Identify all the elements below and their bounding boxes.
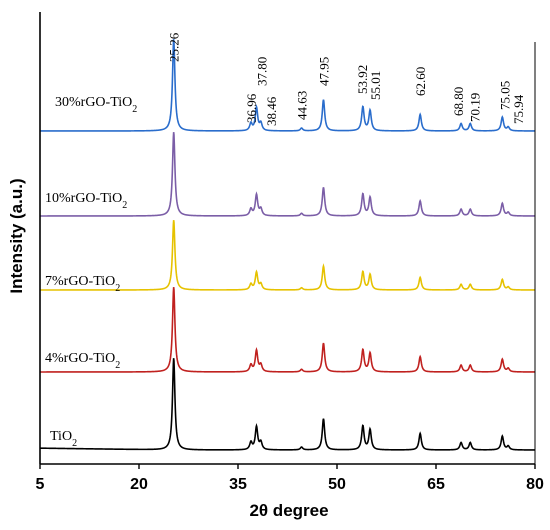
trace-1: [40, 287, 535, 373]
x-tick-label-1: 20: [130, 476, 148, 493]
x-tick-label-5: 80: [526, 476, 544, 493]
series-labels: TiO2 4%rGO-TiO2 7%rGO-TiO2 10%rGO-TiO2 30%rG…: [45, 95, 137, 449]
peak-label-2: 37.80: [255, 57, 270, 86]
trace-4: [40, 39, 536, 132]
peak-label-1: 36.96: [244, 93, 259, 123]
x-tick-label-2: 35: [229, 476, 247, 493]
peak-label-5: 47.95: [317, 57, 332, 86]
trace-3: [40, 132, 535, 217]
series-traces: [40, 39, 536, 451]
series-label-0: TiO2: [50, 429, 77, 449]
peak-label-6: 53.92: [355, 65, 370, 94]
peak-label-4: 44.63: [295, 91, 310, 120]
x-tick-label-3: 50: [328, 476, 346, 493]
axes: 5 20 35 50 65 80: [36, 12, 544, 493]
peak-position-labels: 25.26 36.96 37.80 38.46 44.63 47.95 53.9255.01…: [167, 32, 527, 126]
peak-label-12: 75.94: [511, 94, 526, 124]
peak-label-11: 75.05: [497, 81, 512, 110]
series-label-3: 10%rGO-TiO2: [45, 191, 127, 211]
series-label-1: 4%rGO-TiO2: [45, 351, 120, 371]
peak-label-9: 68.80: [451, 87, 466, 116]
series-label-2: 7%rGO-TiO2: [45, 274, 120, 294]
x-tick-label-0: 5: [36, 476, 45, 493]
trace-0: [40, 358, 536, 451]
series-label-4: 30%rGO-TiO2: [55, 95, 137, 115]
x-axis-label: 2θ degree: [249, 501, 328, 520]
peak-label-3: 38.46: [264, 96, 279, 126]
peak-label-10: 70.19: [467, 93, 482, 122]
y-axis-label: Intensity (a.u.): [7, 178, 26, 293]
peak-label-7: 55.01: [368, 71, 383, 100]
trace-2: [40, 220, 535, 291]
peak-label-0: 25.26: [167, 32, 182, 62]
x-tick-label-4: 65: [427, 476, 445, 493]
peak-label-8: 62.60: [413, 67, 428, 96]
